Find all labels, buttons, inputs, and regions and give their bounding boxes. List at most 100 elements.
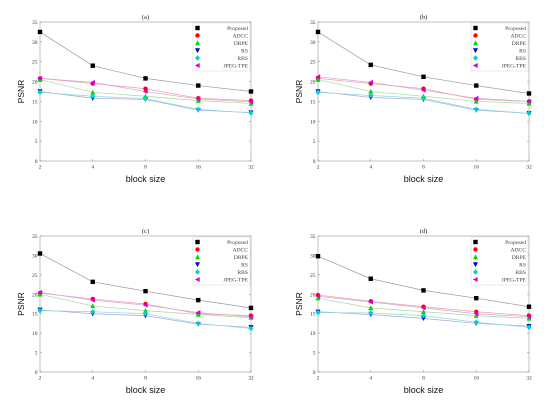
legend-label: Proposed bbox=[227, 240, 248, 246]
legend-marker bbox=[194, 63, 200, 68]
legend-label: DRPE bbox=[512, 255, 527, 261]
legend-marker bbox=[195, 239, 200, 245]
data-point bbox=[143, 76, 148, 81]
legend-marker bbox=[473, 33, 478, 38]
y-tick-label: 20 bbox=[32, 80, 38, 86]
data-point bbox=[368, 62, 373, 68]
data-point bbox=[315, 295, 321, 301]
y-tick-label: 35 bbox=[32, 20, 38, 26]
y-tick-label: 5 bbox=[35, 351, 38, 357]
data-point bbox=[195, 311, 201, 317]
legend-label: RBS bbox=[515, 270, 526, 276]
x-tick-label: 16 bbox=[474, 165, 480, 171]
data-point bbox=[368, 88, 374, 94]
legend-marker bbox=[195, 254, 200, 260]
legend-box bbox=[470, 236, 529, 286]
data-point bbox=[37, 251, 43, 256]
x-axis-title: block size bbox=[404, 385, 444, 395]
legend-label: RBS bbox=[237, 270, 248, 276]
y-axis-title: PSNR bbox=[294, 292, 304, 316]
y-tick-label: 15 bbox=[310, 312, 316, 318]
data-point bbox=[473, 95, 479, 101]
data-point bbox=[368, 299, 373, 305]
legend-box bbox=[192, 22, 251, 72]
data-point bbox=[473, 313, 479, 318]
y-axis-title: PSNR bbox=[16, 292, 26, 316]
data-point bbox=[195, 98, 201, 103]
panel-title: (b) bbox=[420, 14, 428, 21]
data-point bbox=[37, 289, 43, 295]
x-tick-label: 16 bbox=[196, 165, 202, 171]
x-tick-label: 8 bbox=[144, 376, 147, 382]
y-tick-label: 35 bbox=[310, 234, 316, 240]
data-point bbox=[248, 89, 254, 94]
y-tick-label: 10 bbox=[32, 331, 38, 337]
legend-label: ADCC bbox=[232, 34, 248, 40]
legend-marker bbox=[195, 247, 200, 252]
data-point bbox=[248, 110, 254, 116]
data-point bbox=[526, 315, 532, 321]
legend-marker bbox=[473, 239, 478, 245]
data-point bbox=[315, 89, 321, 96]
data-point bbox=[315, 309, 321, 316]
x-axis-title: block size bbox=[404, 174, 444, 184]
y-tick-label: 30 bbox=[32, 40, 38, 46]
x-tick-label: 32 bbox=[248, 376, 254, 382]
data-point bbox=[315, 29, 321, 35]
data-point bbox=[420, 305, 426, 311]
y-tick-label: 35 bbox=[32, 234, 38, 240]
data-point bbox=[421, 95, 426, 102]
data-point bbox=[37, 307, 43, 314]
y-tick-label: 10 bbox=[310, 331, 316, 337]
panel-1: (a) 0 5 10 15 20 25 30 35 2 4 8 16 32 block size PSNR Pr… bbox=[16, 14, 254, 184]
legend-label: Proposed bbox=[227, 26, 248, 32]
data-point bbox=[368, 92, 374, 99]
data-point bbox=[526, 91, 532, 96]
y-tick-label: 5 bbox=[313, 351, 316, 357]
x-tick-label: 2 bbox=[39, 165, 42, 171]
y-tick-label: 15 bbox=[310, 99, 316, 105]
y-tick-label: 0 bbox=[35, 159, 38, 165]
x-tick-label: 8 bbox=[422, 376, 425, 382]
x-axis-title: block size bbox=[126, 385, 166, 395]
data-point bbox=[248, 99, 254, 105]
legend-marker bbox=[473, 262, 478, 268]
x-tick-label: 4 bbox=[369, 376, 372, 382]
legend-marker bbox=[472, 63, 478, 68]
y-tick-label: 20 bbox=[32, 292, 38, 298]
legend-marker bbox=[195, 33, 200, 38]
panel-2: (b) 0 5 10 15 20 25 30 35 2 4 8 16 32 block size PSNR Pr… bbox=[294, 14, 532, 184]
data-point bbox=[421, 309, 426, 314]
data-point bbox=[37, 75, 43, 81]
y-tick-label: 25 bbox=[310, 60, 316, 66]
legend-label: JPEG-TPE bbox=[501, 278, 526, 284]
y-tick-label: 5 bbox=[313, 139, 316, 145]
legend-label: DRPE bbox=[234, 255, 249, 261]
legend-label: RBS bbox=[237, 56, 248, 62]
legend-marker bbox=[473, 247, 478, 252]
panel-4: (d) 0 5 10 15 20 25 30 35 2 4 8 16 32 block size PSNR Pr… bbox=[294, 228, 532, 395]
legend-marker bbox=[195, 262, 200, 268]
legend-label: Proposed bbox=[505, 26, 526, 32]
y-tick-label: 15 bbox=[32, 312, 38, 318]
y-tick-label: 25 bbox=[310, 273, 316, 279]
y-tick-label: 25 bbox=[32, 60, 38, 66]
data-point bbox=[315, 254, 321, 259]
data-point bbox=[368, 276, 373, 281]
panel-title: (c) bbox=[142, 228, 149, 235]
data-point bbox=[526, 110, 532, 117]
y-tick-label: 25 bbox=[32, 273, 38, 279]
data-point bbox=[368, 79, 373, 85]
data-point bbox=[143, 95, 148, 102]
data-point bbox=[421, 74, 426, 80]
y-tick-label: 5 bbox=[35, 139, 38, 145]
legend-label: DRPE bbox=[234, 41, 249, 47]
data-point bbox=[90, 279, 95, 285]
legend-label: DRPE bbox=[512, 41, 527, 47]
x-tick-label: 8 bbox=[422, 165, 425, 171]
data-point bbox=[473, 106, 479, 113]
x-tick-label: 2 bbox=[317, 376, 320, 382]
